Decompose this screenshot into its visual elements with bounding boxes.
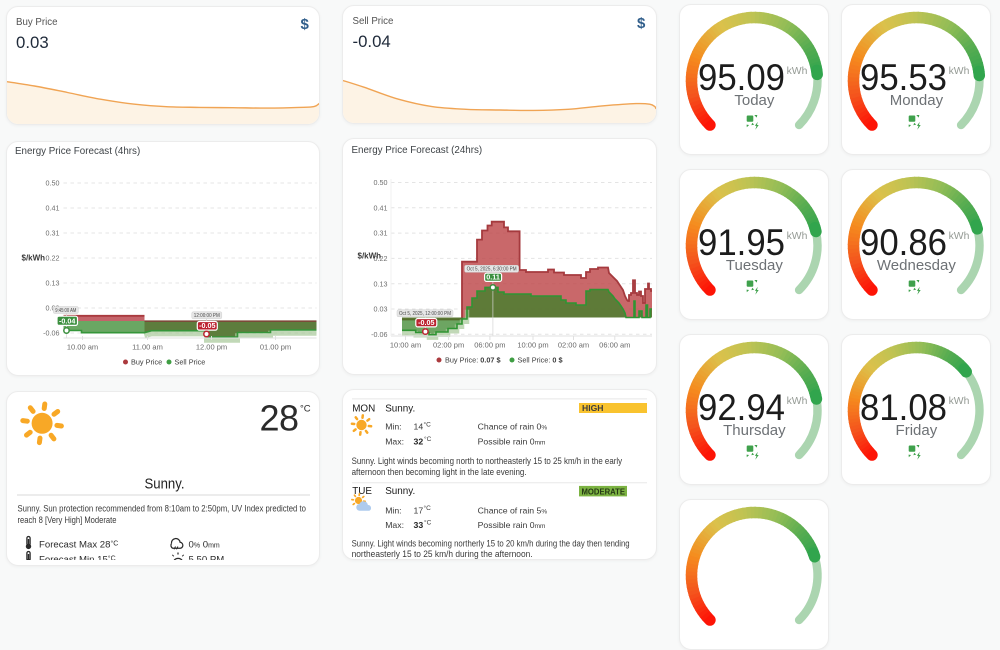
svg-text:0.13: 0.13 (45, 279, 59, 288)
svg-text:06:00 am: 06:00 am (599, 341, 630, 350)
svg-text:Min:: Min: (385, 422, 401, 432)
svg-text:Sunny.: Sunny. (385, 403, 415, 414)
svg-text:HIGH: HIGH (582, 403, 603, 413)
svg-text:Chance of rain 5%: Chance of rain 5% (478, 505, 548, 515)
svg-text:Friday: Friday (896, 422, 938, 439)
svg-text:Possible rain 0mm: Possible rain 0mm (478, 520, 546, 530)
svg-text:kWh: kWh (786, 231, 807, 242)
svg-text:5.50 PM: 5.50 PM (188, 554, 224, 560)
svg-text:Sunny.: Sunny. (385, 486, 415, 497)
svg-text:10.00 am: 10.00 am (66, 343, 97, 352)
svg-text:0.50: 0.50 (45, 179, 59, 188)
svg-text:0.13: 0.13 (374, 279, 388, 288)
svg-text:Min:: Min: (385, 505, 401, 515)
svg-text:02:00 am: 02:00 am (558, 341, 589, 350)
svg-text:33: 33 (414, 520, 424, 530)
svg-text:17: 17 (414, 505, 424, 515)
svg-text:-0.05: -0.05 (418, 318, 434, 327)
svg-text:kWh: kWh (786, 66, 807, 77)
svg-text:kWh: kWh (786, 396, 807, 407)
svg-text:Forecast Max 28°C: Forecast Max 28°C (39, 540, 118, 551)
svg-text:Buy Price: 0.07 $: Buy Price: 0.07 $ (445, 356, 501, 365)
svg-text:14: 14 (414, 422, 424, 432)
svg-text:-0.06: -0.06 (43, 329, 59, 338)
svg-text:0.11: 0.11 (486, 272, 500, 281)
svg-text:Tuesday: Tuesday (726, 257, 783, 274)
svg-text:Thursday: Thursday (723, 422, 786, 439)
svg-text:°C: °C (424, 435, 432, 443)
svg-text:0.31: 0.31 (374, 229, 388, 238)
svg-text:°C: °C (424, 519, 432, 527)
svg-text:0.03: 0.03 (374, 305, 388, 314)
svg-text:11.00 am: 11.00 am (132, 343, 163, 352)
svg-text:0% 0mm: 0% 0mm (188, 540, 219, 551)
svg-text:Sunny.: Sunny. (144, 475, 184, 492)
svg-text:Max:: Max: (385, 436, 404, 446)
svg-text:reach 8 [Very High] Moderate: reach 8 [Very High] Moderate (17, 515, 116, 525)
svg-text:Sunny. Light winds becoming no: Sunny. Light winds becoming north to nor… (352, 456, 623, 466)
svg-text:06:00 pm: 06:00 pm (474, 341, 505, 350)
svg-text:Today: Today (734, 92, 775, 109)
svg-text:0.22: 0.22 (45, 254, 59, 263)
svg-text:9:45:00 AM: 9:45:00 AM (55, 308, 76, 314)
svg-text:Sell Price: Sell Price (174, 358, 205, 367)
svg-text:32: 32 (414, 436, 424, 446)
svg-text:°C: °C (424, 504, 432, 512)
svg-text:Max:: Max: (385, 520, 404, 530)
svg-text:-0.04: -0.04 (59, 316, 75, 325)
svg-text:Possible rain 0mm: Possible rain 0mm (478, 436, 546, 446)
svg-text:kWh: kWh (949, 396, 970, 407)
svg-text:Chance of rain 0%: Chance of rain 0% (478, 422, 548, 432)
svg-text:28: 28 (259, 398, 298, 439)
svg-text:0.31: 0.31 (45, 229, 59, 238)
svg-text:Buy Price: Buy Price (131, 358, 162, 367)
svg-text:Forecast Min 15°C: Forecast Min 15°C (39, 554, 116, 560)
svg-text:kWh: kWh (949, 66, 970, 77)
svg-text:12.00 pm: 12.00 pm (195, 343, 226, 352)
svg-text:0.50: 0.50 (374, 178, 388, 187)
svg-text:Sunny. Light winds becoming no: Sunny. Light winds becoming northerly 15… (352, 538, 630, 548)
svg-text:$/kWh: $/kWh (358, 252, 382, 261)
svg-text:02:00 pm: 02:00 pm (433, 341, 464, 350)
svg-text:0.41: 0.41 (45, 204, 59, 213)
svg-text:Wednesday: Wednesday (877, 257, 956, 274)
svg-text:10:00 pm: 10:00 pm (517, 341, 548, 350)
svg-text:kWh: kWh (949, 231, 970, 242)
svg-text:afternoon then becoming light: afternoon then becoming light in the lat… (352, 467, 527, 477)
svg-text:10:00 am: 10:00 am (390, 341, 421, 350)
svg-text:-0.06: -0.06 (371, 330, 387, 339)
svg-text:Monday: Monday (890, 92, 944, 109)
svg-text:01.00 pm: 01.00 pm (259, 343, 290, 352)
svg-text:°C: °C (424, 420, 432, 428)
svg-text:MODERATE: MODERATE (582, 486, 626, 496)
svg-text:Sell Price: 0 $: Sell Price: 0 $ (518, 356, 563, 365)
svg-text:$/kWh: $/kWh (21, 254, 45, 263)
svg-text:°C: °C (300, 404, 311, 415)
svg-text:Sunny. Sun protection recommen: Sunny. Sun protection recommended from 8… (17, 503, 306, 513)
svg-text:-0.05: -0.05 (199, 321, 215, 330)
svg-text:MON: MON (352, 403, 375, 414)
svg-text:northeasterly 15 to 25 km/h du: northeasterly 15 to 25 km/h during the a… (352, 549, 533, 559)
svg-text:12:00:00 PM: 12:00:00 PM (193, 313, 219, 319)
svg-text:0.41: 0.41 (374, 203, 388, 212)
svg-text:Oct 5, 2025, 12:00:00 PM: Oct 5, 2025, 12:00:00 PM (399, 311, 451, 317)
